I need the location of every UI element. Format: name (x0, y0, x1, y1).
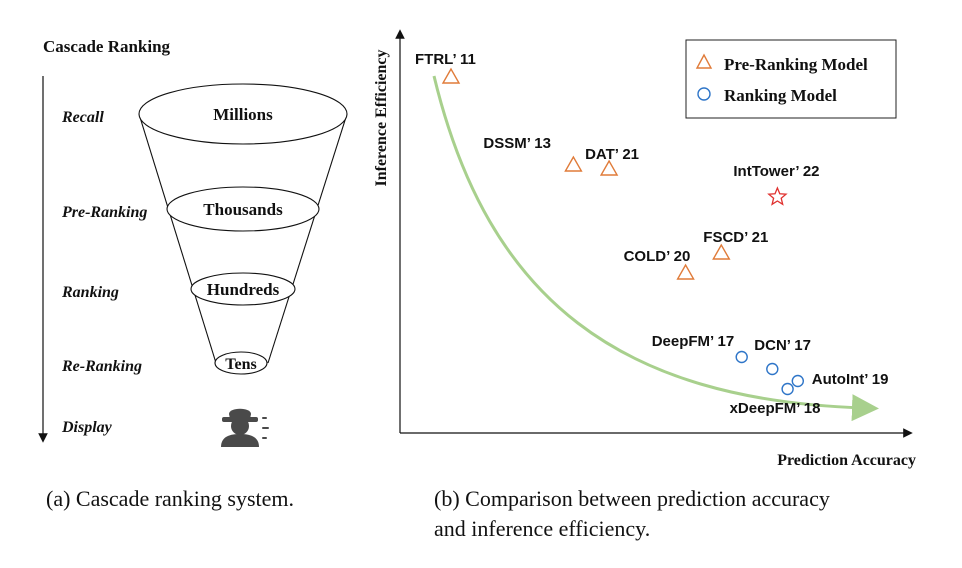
caption-b-line-1: (b) Comparison between prediction accura… (434, 486, 830, 511)
stage-label-pre-ranking: Pre-Ranking (61, 204, 147, 221)
point-marker-deepfm-17 (735, 350, 748, 364)
legend-box (685, 39, 897, 119)
funnel-right-edge (267, 113, 348, 364)
funnel-level-thousands (166, 186, 320, 232)
cascade-title: Cascade Ranking (43, 37, 171, 56)
point-label-ftrl-11: FTRL’ 11 (415, 51, 476, 68)
chart-legend: Pre-Ranking Model Ranking Model (685, 39, 897, 119)
point-marker-autoint-19 (791, 374, 804, 388)
legend-triangle-icon (695, 53, 713, 69)
legend-circle-icon (697, 87, 711, 101)
stage-label-display: Display (61, 419, 113, 436)
point-label-autoint-19: AutoInt’ 19 (812, 371, 889, 388)
user-icon (221, 408, 269, 447)
legend-label-pre-ranking: Pre-Ranking Model (724, 55, 868, 74)
point-marker-inttower-22 (767, 186, 788, 206)
point-label-dcn-17: DCN’ 17 (754, 337, 811, 354)
point-marker-cold-20 (676, 263, 695, 280)
funnel-level-millions (138, 83, 348, 145)
point-marker-dcn-17 (766, 362, 779, 376)
point-label-dssm-13: DSSM’ 13 (483, 135, 551, 152)
stage-label-ranking: Ranking (61, 284, 119, 301)
point-marker-ftrl-11 (441, 67, 461, 84)
point-marker-dssm-13 (564, 155, 583, 172)
cascade-panel: Cascade Ranking Recall Pre-Ranking Ranki… (38, 37, 348, 447)
point-marker-xdeepfm-18 (781, 382, 794, 396)
point-label-cold-20: COLD’ 20 (624, 248, 691, 265)
funnel-left-edge (138, 113, 217, 364)
stage-label-re-ranking: Re-Ranking (61, 358, 142, 375)
funnel-level-millions-label: Millions (213, 105, 273, 124)
point-label-dat-21: DAT’ 21 (585, 146, 639, 163)
funnel-level-hundreds-label: Hundreds (207, 280, 280, 299)
caption-a: (a) Cascade ranking system. (46, 486, 295, 511)
funnel-level-tens-label: Tens (225, 356, 256, 373)
funnel-level-thousands-label: Thousands (203, 200, 283, 219)
point-label-xdeepfm-18: xDeepFM’ 18 (730, 400, 821, 417)
comparison-chart: Inference Efficiency Prediction Accuracy… (373, 29, 916, 469)
stage-label-recall: Recall (61, 109, 104, 126)
point-marker-dat-21 (599, 159, 619, 176)
funnel-level-tens (214, 351, 268, 375)
point-label-deepfm-17: DeepFM’ 17 (652, 333, 735, 350)
point-marker-fscd-21 (712, 243, 731, 260)
point-label-inttower-22: IntTower’ 22 (733, 163, 819, 180)
funnel-level-hundreds (190, 272, 296, 306)
point-label-fscd-21: FSCD’ 21 (703, 229, 768, 246)
tradeoff-trend-curve (432, 75, 879, 422)
chart-marks: FTRL’ 11 DSSM’ 13 DAT’ 21 COLD’ 20 FSCD’ 21 I… (415, 51, 888, 417)
legend-label-ranking: Ranking Model (724, 86, 837, 105)
x-axis-label: Prediction Accuracy (777, 452, 916, 469)
caption-b-line-2: and inference efficiency. (434, 516, 651, 541)
y-axis-label: Inference Efficiency (373, 50, 390, 187)
